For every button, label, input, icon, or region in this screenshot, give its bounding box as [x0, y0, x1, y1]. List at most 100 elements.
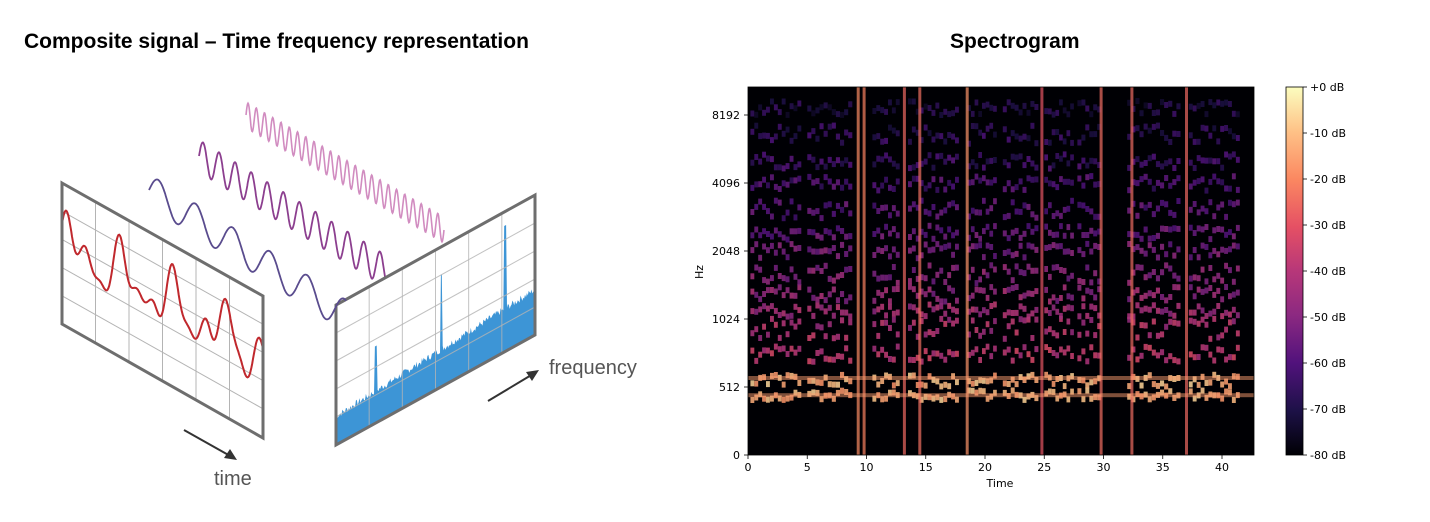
- spectrogram-cell: [978, 129, 982, 136]
- spectrogram-cell: [1147, 344, 1152, 351]
- spectrogram-cell: [993, 198, 997, 205]
- spectrogram-cell: [1160, 380, 1165, 387]
- spectrogram-cell: [835, 157, 840, 164]
- spectrogram-cell: [1139, 322, 1144, 329]
- spectrogram-cell: [1010, 285, 1015, 292]
- spectrogram-cell: [797, 175, 802, 182]
- spectrogram-cell: [1235, 289, 1240, 296]
- spectrogram-cell: [1164, 297, 1169, 304]
- spectrogram-cell: [1085, 382, 1090, 389]
- spectrogram-cell: [1022, 292, 1027, 299]
- spectrogram-cell: [1026, 313, 1031, 320]
- spectrogram-cell: [1192, 395, 1197, 402]
- spectrogram-cell: [967, 246, 971, 253]
- spectrogram-cell: [1176, 131, 1181, 137]
- spectrogram-cell: [1212, 125, 1217, 132]
- spectrogram-cell: [1172, 272, 1177, 279]
- x-tick-label: 30: [1097, 461, 1111, 474]
- spectrogram-cell: [1055, 243, 1060, 250]
- spectrogram-cell: [947, 302, 952, 309]
- spectrogram-cell: [827, 201, 832, 208]
- spectrogram-cell: [1051, 111, 1056, 118]
- spectrogram-cell: [781, 215, 786, 222]
- spectrogram-cell: [754, 111, 759, 118]
- spectrogram-cell: [1034, 140, 1039, 147]
- spectrogram-cell: [1176, 284, 1181, 291]
- spectrogram-cell: [827, 156, 832, 163]
- spectrogram-cell: [1034, 225, 1039, 232]
- spectrogram-cell: [781, 130, 786, 137]
- spectrogram-cell: [773, 288, 778, 295]
- spectrogram-cell: [1160, 269, 1165, 276]
- spectrogram-cell: [978, 209, 982, 216]
- spectrogram-cell: [915, 108, 920, 115]
- spectrogram-cell: [967, 179, 971, 186]
- spectrogram-cell: [943, 233, 948, 240]
- spectrogram-cell: [831, 161, 836, 168]
- spectrogram-cell: [985, 309, 990, 316]
- spectrogram-cell: [880, 204, 885, 211]
- spectrogram-cell: [1139, 202, 1144, 209]
- spectrogram-cell: [985, 395, 990, 402]
- spectrogram-cell: [935, 304, 940, 311]
- frequency-axis-label: frequency: [549, 357, 637, 379]
- spectrogram-cell: [872, 202, 877, 209]
- spectrogram-cell: [754, 394, 759, 401]
- spectrogram-cell: [793, 164, 798, 171]
- spectrogram-cell: [895, 331, 900, 338]
- spectrogram-cell: [1168, 265, 1173, 272]
- spectrogram-cell: [1055, 395, 1060, 402]
- formant-band: [748, 393, 1254, 398]
- spectrogram-cell: [1208, 99, 1213, 106]
- spectrogram-cell: [835, 273, 840, 280]
- spectrogram-cell: [895, 130, 900, 137]
- spectrogram-cell: [1216, 178, 1221, 185]
- spectrogram-cell: [789, 241, 794, 248]
- spectrogram-cell: [770, 395, 774, 402]
- spectrogram-cell: [797, 100, 802, 107]
- spectrogram-cell: [1093, 305, 1098, 312]
- spectrogram-cell: [947, 154, 952, 161]
- grid-line: [61, 238, 264, 353]
- spectrogram-cell: [919, 137, 924, 144]
- spectrogram-cell: [1204, 394, 1209, 401]
- spectrogram-cell: [1051, 304, 1056, 311]
- spectrogram-cell: [876, 332, 881, 339]
- spectrogram-cell: [939, 267, 944, 274]
- spectrogram-cell: [891, 389, 896, 396]
- spectrogram-cell: [1051, 129, 1056, 136]
- spectrogram-cell: [815, 208, 820, 215]
- spectrogram-cell: [785, 351, 790, 357]
- spectrogram-cell: [770, 303, 774, 310]
- spectrogram-cell: [1097, 162, 1102, 168]
- spectrogram-cell: [1196, 320, 1201, 327]
- spectrogram-cell: [947, 285, 952, 292]
- spectrogram-cell: [840, 317, 845, 324]
- spectrogram-cell: [835, 333, 840, 340]
- spectrogram-cell: [1139, 382, 1144, 389]
- spectrogram-cell: [750, 184, 755, 191]
- spectrogram-cell: [1135, 302, 1140, 309]
- spectrogram-cell: [1059, 155, 1063, 162]
- spectrogram-cell: [1164, 307, 1169, 313]
- spectrogram-heatmap: [748, 87, 1254, 455]
- spectrogram-cell: [807, 358, 812, 365]
- spectrogram-cell: [989, 303, 994, 309]
- spectrogram-cell: [1089, 279, 1094, 286]
- x-tick-label: 35: [1156, 461, 1170, 474]
- spectrogram-cell: [1176, 103, 1181, 110]
- spectrogram-cell: [1018, 352, 1023, 359]
- spectrogram-cell: [891, 160, 896, 167]
- spectrogram-cell: [1168, 209, 1173, 216]
- spectrogram-cell: [1235, 199, 1240, 206]
- spectrogram-cell: [766, 305, 770, 312]
- spectrogram-cell: [793, 323, 798, 330]
- spectrogram-cell: [754, 203, 759, 210]
- spectrogram-cell: [848, 183, 853, 190]
- spectrogram-cell: [1228, 153, 1232, 160]
- spectrogram-cell: [1014, 227, 1019, 234]
- spectrogram-cell: [1093, 352, 1098, 359]
- spectrogram-cell: [911, 175, 916, 182]
- spectrogram-cell: [1026, 263, 1031, 270]
- spectrogram-cell: [1212, 276, 1217, 283]
